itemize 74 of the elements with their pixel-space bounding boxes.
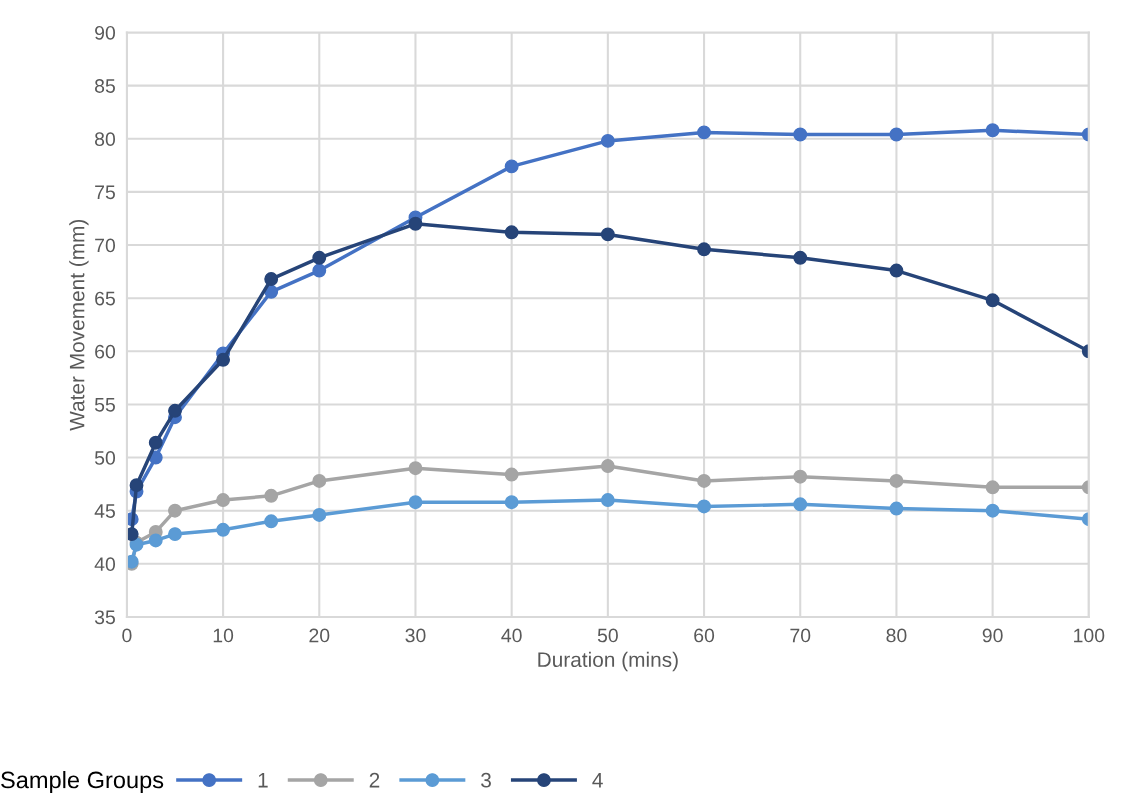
legend-label: 4 (592, 773, 603, 788)
legend-label: 2 (369, 772, 380, 788)
x-axis-title: Duration (mins) (538, 651, 678, 672)
point (312, 473, 327, 488)
y-tick-label: 80 (95, 132, 116, 147)
point (148, 533, 163, 548)
point (889, 501, 904, 516)
point (697, 242, 711, 257)
y-tick-label: 55 (94, 398, 115, 412)
point (129, 478, 144, 493)
legend-title: Sample Groups (1, 770, 164, 793)
point (168, 403, 182, 418)
point (264, 488, 279, 503)
point (793, 127, 808, 142)
x-tick-label: 90 (982, 628, 1003, 643)
point (216, 493, 231, 508)
x-tick-label: 50 (597, 628, 618, 643)
y-tick-label: 50 (94, 451, 116, 465)
y-tick-label: 85 (95, 79, 115, 93)
x-tick-label: 10 (213, 628, 234, 643)
point (504, 225, 519, 240)
point (312, 250, 327, 265)
point (504, 467, 519, 482)
legend-label: 1 (258, 773, 268, 788)
point (216, 352, 231, 367)
y-tick-label: 45 (94, 504, 115, 518)
y-tick-label: 60 (95, 344, 116, 359)
point (985, 123, 1000, 138)
point (408, 216, 423, 231)
point (600, 493, 615, 508)
point (408, 461, 423, 476)
point (985, 503, 1000, 518)
y-tick-label: 40 (94, 557, 116, 572)
x-tick-label: 20 (309, 628, 330, 643)
point (148, 435, 163, 450)
point (889, 127, 904, 142)
x-tick-label: 70 (790, 628, 811, 643)
x-tick-label: 40 (501, 628, 522, 643)
point (264, 272, 279, 286)
point (697, 125, 711, 140)
point (126, 527, 139, 542)
legend-label: 3 (481, 772, 491, 788)
point (312, 263, 327, 278)
point (697, 499, 711, 514)
point (312, 507, 327, 522)
x-tick-label: 80 (886, 628, 907, 643)
y-tick-label: 35 (94, 610, 115, 625)
point (504, 495, 519, 510)
y-tick-label: 65 (95, 291, 115, 306)
x-tick-label: 60 (694, 628, 715, 643)
point (600, 227, 615, 242)
point (216, 522, 231, 537)
point (697, 473, 711, 488)
y-axis-title: Water Movement (mm) (69, 219, 89, 431)
point (600, 133, 615, 148)
y-tick-label: 75 (95, 185, 115, 200)
x-tick-label: 0 (122, 628, 132, 643)
x-tick-label: 30 (405, 628, 426, 643)
point (793, 250, 808, 265)
point (793, 497, 808, 512)
point (168, 503, 182, 518)
point (168, 527, 182, 542)
point (985, 480, 1000, 495)
y-tick-label: 70 (95, 238, 116, 253)
point (504, 159, 519, 174)
point (889, 263, 904, 278)
x-tick-label: 100 (1074, 628, 1105, 643)
point (408, 495, 423, 510)
point (985, 293, 1000, 308)
y-tick-label: 90 (95, 25, 116, 40)
point (793, 469, 808, 484)
point (264, 514, 279, 529)
point (600, 459, 615, 474)
point (889, 473, 904, 488)
